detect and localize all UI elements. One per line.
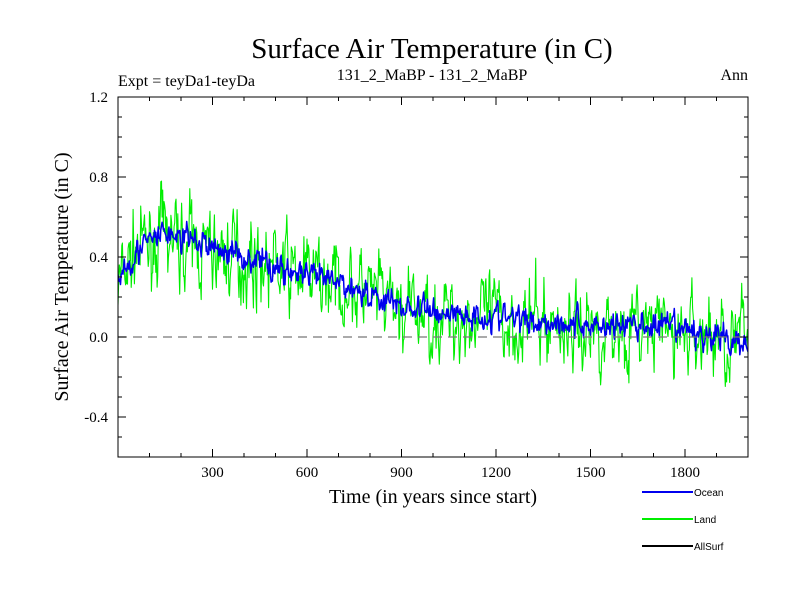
legend-label-ocean: Ocean [694,488,723,499]
y-tick-label: -0.4 [84,410,108,426]
season-label: Ann [720,67,748,84]
y-tick-label: 0.0 [89,330,108,346]
x-tick-label: 900 [390,465,413,481]
period-label: 131_2_MaBP - 131_2_MaBP [337,67,528,84]
ocean-series-line [118,220,748,357]
chart-title: Surface Air Temperature (in C) [251,33,612,65]
land-series-line [118,180,748,388]
x-tick-label: 1500 [576,465,606,481]
x-axis-label: Time (in years since start) [329,486,537,508]
tick-layer: 300 600 900 1200 1500 1800 -0.4 0.0 0.4 0.8 1.2 [84,90,748,481]
series-layer [118,180,748,388]
experiment-label: Expt = teyDa1-teyDa [118,73,255,90]
legend-label-land: Land [694,515,716,526]
x-tick-label: 300 [201,465,224,481]
x-tick-label: 600 [296,465,319,481]
legend-label-allsurf: AllSurf [694,542,724,553]
y-axis-label: Surface Air Temperature (in C) [51,152,73,401]
legend: Ocean Land AllSurf [642,488,724,553]
x-tick-label: 1200 [481,465,511,481]
y-tick-label: 0.8 [89,170,108,186]
y-tick-label: 1.2 [89,90,108,106]
y-tick-label: 0.4 [89,250,108,266]
x-tick-label: 1800 [670,465,700,481]
